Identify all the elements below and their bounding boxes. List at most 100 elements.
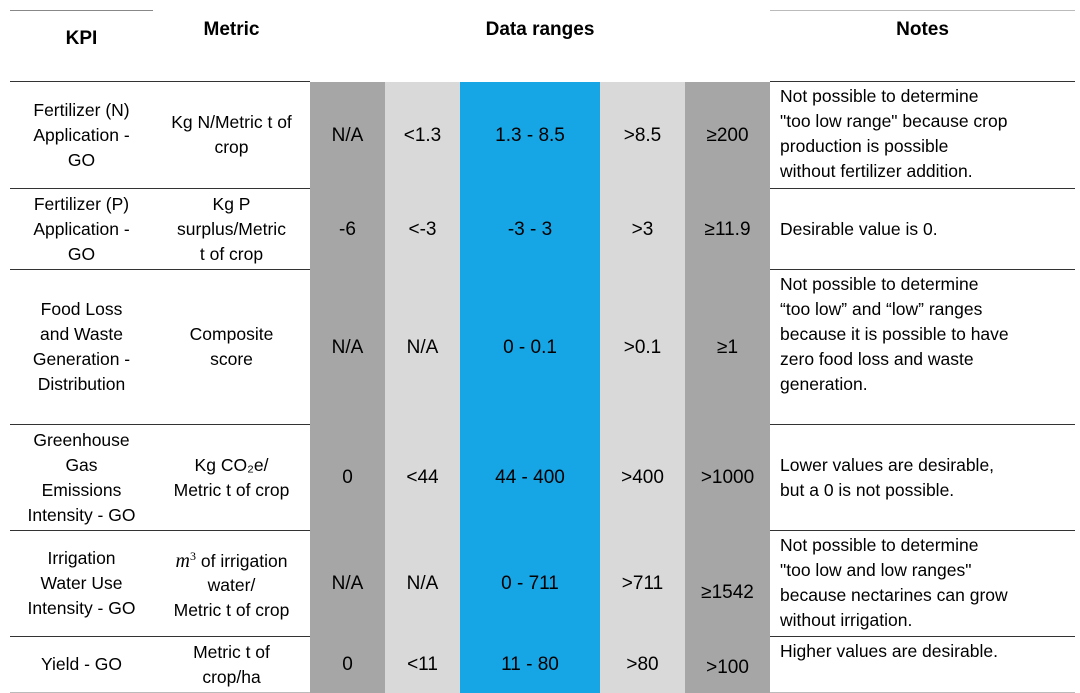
table-row: Fertilizer (P) Application - GO Kg P sur… <box>10 188 1076 270</box>
notes-line: zero food loss and waste <box>780 349 974 369</box>
notes-cell: Not possible to determine "too low range… <box>770 81 1076 189</box>
kpi-line: Fertilizer (N) <box>33 99 130 120</box>
metric-line: Kg N/Metric t of <box>171 112 292 132</box>
range-high: >8.5 <box>600 81 685 189</box>
metric-unit-exponent: 3 <box>190 548 196 563</box>
range-too-high: ≥11.9 <box>685 188 771 270</box>
range-desirable: 0 - 711 <box>460 530 600 637</box>
kpi-line: Application - <box>33 124 130 145</box>
notes-line: Not possible to determine <box>780 274 979 294</box>
metric-unit-m: m <box>175 549 190 572</box>
header-metric: Metric <box>153 10 310 82</box>
range-high: >711 <box>600 530 685 637</box>
kpi-line: Intensity - GO <box>27 504 136 525</box>
header-data-ranges: Data ranges <box>310 10 771 82</box>
metric-cell: Kg N/Metric t of crop <box>153 81 310 189</box>
kpi-cell: Fertilizer (N) Application - GO <box>10 81 153 189</box>
notes-line: Higher values are desirable. <box>780 641 998 661</box>
range-too-low: 0 <box>310 424 385 531</box>
notes-cell: Not possible to determine “too low” and … <box>770 269 1076 425</box>
range-too-high: ≥1542 <box>685 530 771 637</box>
range-high: >400 <box>600 424 685 531</box>
notes-line: because nectarines can grow <box>780 585 1008 605</box>
range-low: <11 <box>385 636 460 693</box>
metric-line: Metric t of <box>193 641 270 662</box>
metric-line: Metric t of crop <box>173 479 290 500</box>
range-desirable: 1.3 - 8.5 <box>460 81 600 189</box>
metric-text: of irrigation <box>196 550 288 571</box>
range-low: <44 <box>385 424 460 531</box>
kpi-line: GO <box>67 149 96 170</box>
range-too-low: N/A <box>310 269 385 425</box>
notes-cell: Lower values are desirable, but a 0 is n… <box>770 424 1076 531</box>
kpi-cell: Greenhouse Gas Emissions Intensity - GO <box>10 424 153 531</box>
metric-line: Composite <box>189 324 274 344</box>
notes-line: without irrigation. <box>780 610 913 630</box>
notes-line: because it is possible to have <box>780 324 1009 344</box>
range-too-low: N/A <box>310 530 385 637</box>
notes-line: “too low” and “low” ranges <box>780 299 983 319</box>
metric-cell: Metric t of crop/ha <box>153 636 310 693</box>
metric-line: Kg CO₂e/ <box>194 454 269 475</box>
range-low: N/A <box>385 530 460 637</box>
kpi-line: Fertilizer (P) <box>33 193 130 214</box>
notes-line: generation. <box>780 374 868 394</box>
kpi-line: Yield - GO <box>40 654 123 674</box>
kpi-cell: Yield - GO <box>10 636 153 693</box>
kpi-data-ranges-table: KPI Metric Data ranges Notes Fertilizer … <box>10 10 1076 693</box>
notes-line: Lower values are desirable, <box>780 454 995 475</box>
kpi-line: Emissions <box>41 479 122 500</box>
header-notes: Notes <box>770 10 1076 82</box>
range-low: N/A <box>385 269 460 425</box>
range-too-high: >1000 <box>685 424 771 531</box>
range-desirable: 44 - 400 <box>460 424 600 531</box>
range-desirable: 11 - 80 <box>460 636 600 693</box>
range-high: >3 <box>600 188 685 270</box>
metric-line: surplus/Metric <box>177 218 286 239</box>
range-too-low: -6 <box>310 188 385 270</box>
kpi-line: Gas <box>65 454 98 475</box>
kpi-line: Generation - <box>32 349 131 369</box>
notes-line: but a 0 is not possible. <box>780 479 955 500</box>
notes-cell: Not possible to determine "too low and l… <box>770 530 1076 637</box>
kpi-table-container: KPI Metric Data ranges Notes Fertilizer … <box>10 10 1076 693</box>
kpi-cell: Fertilizer (P) Application - GO <box>10 188 153 270</box>
metric-line: Metric t of crop <box>173 600 290 621</box>
table-row: Yield - GO Metric t of crop/ha 0 <11 11 … <box>10 636 1076 693</box>
notes-line: "too low and low ranges" <box>780 560 972 580</box>
kpi-line: Greenhouse <box>33 429 130 450</box>
metric-line: crop <box>214 137 249 157</box>
range-too-low: 0 <box>310 636 385 693</box>
kpi-line: Food Loss <box>40 299 123 319</box>
notes-cell: Higher values are desirable. <box>770 636 1076 693</box>
table-row: Greenhouse Gas Emissions Intensity - GO … <box>10 424 1076 531</box>
kpi-cell: Irrigation Water Use Intensity - GO <box>10 530 153 637</box>
metric-line: crop/ha <box>202 666 261 687</box>
header-kpi: KPI <box>10 10 153 82</box>
table-header-row: KPI Metric Data ranges Notes <box>10 10 1076 82</box>
range-high: >0.1 <box>600 269 685 425</box>
metric-cell: Kg CO₂e/ Metric t of crop <box>153 424 310 531</box>
kpi-line: GO <box>67 243 96 264</box>
kpi-line: and Waste <box>39 324 123 344</box>
range-low: <-3 <box>385 188 460 270</box>
table-row: Irrigation Water Use Intensity - GO m3 o… <box>10 530 1076 637</box>
notes-line: production is possible <box>780 136 949 156</box>
kpi-line: Application - <box>33 218 130 239</box>
kpi-line: Water Use <box>40 573 123 593</box>
table-row: Food Loss and Waste Generation - Distrib… <box>10 269 1076 425</box>
metric-line: m3 of irrigation <box>153 544 310 574</box>
notes-cell: Desirable value is 0. <box>770 188 1076 270</box>
metric-cell: Composite score <box>153 269 310 425</box>
range-low: <1.3 <box>385 81 460 189</box>
metric-line: score <box>210 349 253 369</box>
kpi-cell: Food Loss and Waste Generation - Distrib… <box>10 269 153 425</box>
range-desirable: -3 - 3 <box>460 188 600 270</box>
range-too-high: ≥200 <box>685 81 771 189</box>
kpi-line: Intensity - GO <box>27 598 136 618</box>
metric-line: Kg P <box>212 193 251 214</box>
metric-line: water/ <box>207 575 256 596</box>
range-too-high: ≥1 <box>685 269 771 425</box>
range-desirable: 0 - 0.1 <box>460 269 600 425</box>
metric-cell: m3 of irrigation water/ Metric t of crop <box>153 530 310 637</box>
